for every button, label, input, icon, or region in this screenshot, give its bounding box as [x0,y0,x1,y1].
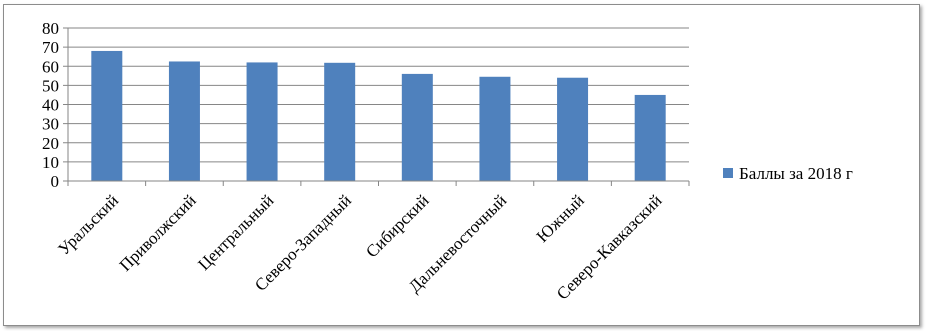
legend-swatch [723,168,733,178]
y-tick-label: 50 [42,76,59,95]
y-tick-label: 0 [51,172,60,191]
bars [91,50,666,182]
x-tick-label: Центральный [194,191,277,274]
legend-label: Баллы за 2018 г [739,164,853,183]
bar [246,62,278,181]
x-tick-label: Уральский [54,191,122,259]
x-tick-label: Приволжский [116,191,200,275]
bar [91,50,123,182]
y-tick-label: 80 [42,19,59,38]
bar [479,76,511,181]
y-tick-label: 70 [42,38,59,57]
bar [168,61,200,181]
y-tick-label: 30 [42,115,59,134]
bar [634,94,666,181]
x-tick-label: Сибирский [362,191,432,261]
x-axis-tick-labels: УральскийПриволжскийЦентральныйСеверо-За… [54,191,665,304]
y-tick-label: 10 [42,153,59,172]
bar [401,73,433,181]
bar [557,77,589,181]
y-tick-label: 60 [42,57,59,76]
gridlines [63,27,689,182]
y-tick-label: 20 [42,134,59,153]
legend: Баллы за 2018 г [723,164,853,183]
x-tick-label: Южный [533,191,588,246]
bar [324,62,356,182]
chart-frame [3,4,920,326]
y-tick-label: 40 [42,96,59,115]
x-axis-ticks [67,181,690,186]
